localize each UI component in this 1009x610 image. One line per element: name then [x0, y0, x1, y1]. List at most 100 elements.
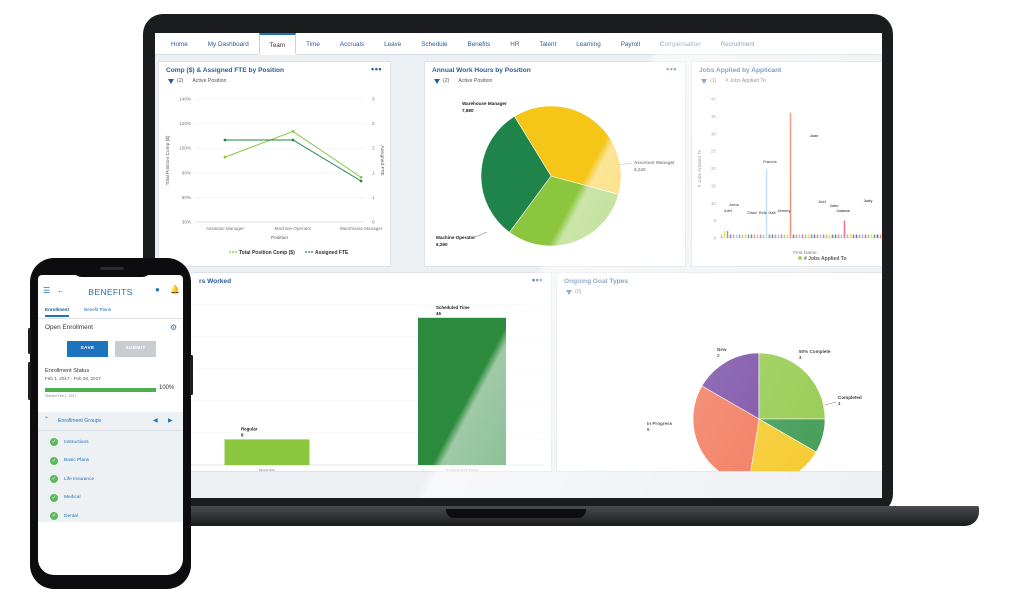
nav-tab-talent[interactable]: Talent: [539, 40, 557, 48]
laptop-screen: Home My Dashboard Team Time Accruals Leave Sch…: [155, 33, 882, 498]
hamburger-menu-icon[interactable]: ☰: [43, 286, 51, 295]
card-goal-types: Ongoing Goal Types (0) New 2 50% Complete 3…: [556, 272, 882, 472]
bar: [795, 234, 798, 238]
y-tick: 30: [711, 131, 717, 136]
phone-volume-button: [28, 362, 31, 400]
pie-slice-50-complete: [758, 352, 826, 420]
bar: [837, 234, 840, 238]
phone-screen: ☰ ← BENEFITS ● 🔔 Enrollment Benefit Plan…: [38, 275, 183, 575]
gear-icon[interactable]: ⚙: [170, 323, 178, 332]
x-axis-title: Position: [271, 235, 288, 241]
group-item-instructions[interactable]: ✓ Instructions: [50, 437, 89, 447]
group-item-label: Medical: [64, 495, 81, 500]
bar: [768, 234, 771, 238]
y-right-tick: 2: [372, 146, 375, 151]
y-tick: 10: [711, 201, 717, 206]
bar: [738, 234, 741, 238]
nav-tab-my-dashboard[interactable]: My Dashboard: [207, 40, 249, 48]
next-arrow-icon[interactable]: ▶: [168, 418, 173, 424]
y-left-tick: 100%: [179, 146, 191, 151]
card-hours-worked: rs Worked ••• Regular 8 Regular Scheduled T…: [158, 272, 552, 472]
y-tick: 15: [711, 183, 717, 188]
bar: [870, 234, 873, 238]
data-point-comp: [291, 130, 295, 133]
nav-tab-hr[interactable]: HR: [510, 40, 520, 48]
notification-bell-icon[interactable]: 🔔: [170, 285, 180, 294]
nav-tab-learning[interactable]: Learning: [576, 40, 601, 48]
enrollment-progress-bar: [45, 388, 156, 392]
slice-label: 50% Complete: [799, 349, 831, 354]
group-item-life-insurance[interactable]: ✓ Life Insurance: [50, 474, 94, 484]
nav-tab-recruitment[interactable]: Recruitment: [720, 40, 755, 48]
y-tick: 5: [713, 218, 716, 223]
bar-label: Anna: [729, 203, 739, 207]
bar: [786, 234, 789, 238]
bar-label: Regular: [241, 426, 258, 431]
bar: [843, 220, 846, 238]
y-axis-title: # Jobs Applied To: [697, 149, 703, 187]
card-annual-hours: Annual Work Hours by Position ••• (2) Ac…: [424, 61, 686, 267]
bar: [783, 234, 786, 238]
bar-label: Gail: [768, 211, 775, 215]
slice-value: 6,240: [634, 167, 646, 172]
nav-tab-benefits[interactable]: Benefits: [467, 40, 491, 48]
nav-tab-leave[interactable]: Leave: [384, 40, 402, 48]
nav-tab-schedule[interactable]: Schedule: [421, 40, 448, 48]
legend-label: # Jobs Applied To: [804, 256, 847, 262]
nav-tab-payroll[interactable]: Payroll: [620, 40, 640, 48]
nav-tab-accruals[interactable]: Accruals: [339, 40, 365, 48]
enrollment-groups: ⌃ Enrollment Groups ◀ ▶ ✓ Instructions ✓ Ba…: [38, 412, 183, 522]
group-item-label: Life Insurance: [64, 476, 95, 482]
slice-leader-line: [472, 231, 488, 239]
submit-button[interactable]: SUBMIT: [115, 341, 156, 357]
slice-label: Assistant Manager: [634, 160, 675, 165]
prev-arrow-icon[interactable]: ◀: [153, 418, 158, 424]
slice-value: 3: [799, 355, 802, 360]
y-tick: 40: [711, 97, 717, 102]
progress-fill: [45, 388, 156, 392]
legend-fte: Assigned FTE: [315, 250, 349, 256]
bar: [747, 234, 750, 238]
y-left-tick: 120%: [179, 121, 191, 126]
annual-hours-pie-chart: Warehouse Manager 7,680 Assistant Manager 6…: [436, 101, 675, 247]
save-button[interactable]: SAVE: [67, 341, 108, 357]
group-item-medical[interactable]: ✓ Medical: [50, 493, 81, 503]
bar-scheduled-time: [418, 317, 506, 465]
user-profile-icon[interactable]: ●: [155, 285, 160, 294]
y-right-tick: 1: [372, 195, 375, 200]
y-left-tick: 30%: [182, 220, 191, 225]
nav-tab-compensation[interactable]: Compensation: [659, 40, 701, 48]
tab-enrollment[interactable]: Enrollment: [45, 307, 69, 317]
slice-label: New: [717, 347, 727, 352]
check-circle-icon: ✓: [50, 456, 58, 465]
bar: [804, 234, 807, 238]
bar: [726, 231, 729, 238]
check-circle-icon: ✓: [50, 438, 58, 446]
bar: [840, 234, 843, 238]
bar-label: Judy: [864, 199, 874, 203]
back-arrow-icon[interactable]: ←: [57, 286, 65, 295]
bar-value: 46: [436, 311, 441, 316]
bar: [759, 234, 762, 238]
group-item-basic-plans[interactable]: ✓ Basic Plans: [50, 456, 89, 466]
chevron-up-icon[interactable]: ⌃: [44, 417, 50, 423]
group-item-dental[interactable]: ✓ Dental: [50, 511, 78, 521]
bar: [720, 234, 723, 238]
bar-label: Joel: [818, 200, 826, 204]
group-item-label: Dental: [64, 513, 78, 519]
bar-label: John: [829, 204, 839, 208]
groups-header[interactable]: ⌃ Enrollment Groups ◀ ▶: [38, 412, 183, 431]
y-left-tick: 60%: [182, 195, 191, 200]
legend-swatch: [798, 256, 802, 260]
nav-tab-time[interactable]: Time: [306, 40, 320, 48]
series-line-fte: [225, 139, 362, 182]
check-circle-icon: ✓: [50, 512, 58, 520]
check-circle-icon: ✓: [50, 475, 58, 483]
tab-benefit-plans[interactable]: Benefit Plans: [84, 307, 112, 312]
data-point-fte: [223, 138, 227, 142]
nav-tab-team[interactable]: Team: [258, 33, 297, 55]
top-navigation: Home My Dashboard Team Time Accruals Leave Sch…: [155, 33, 882, 55]
nav-tab-home[interactable]: Home: [171, 40, 188, 48]
bar: [741, 234, 744, 238]
x-tick-label: Assistant Manager: [206, 226, 245, 231]
